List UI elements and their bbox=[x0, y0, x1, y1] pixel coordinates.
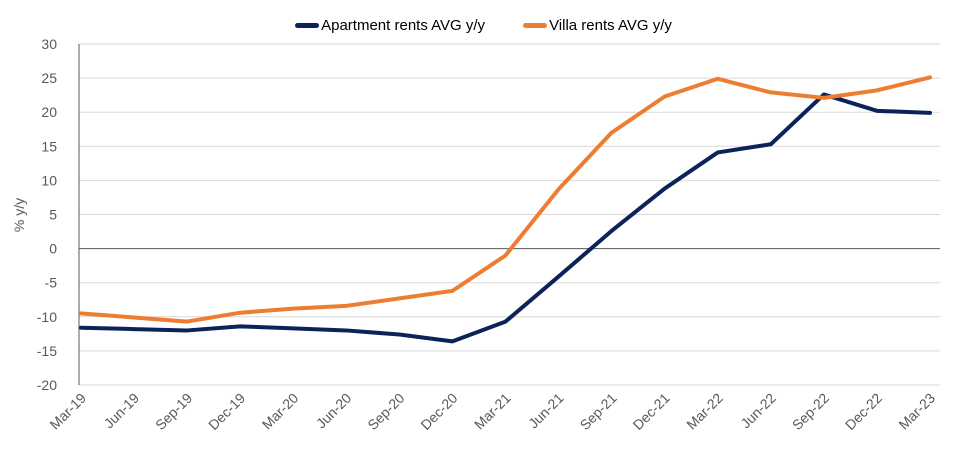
x-tick-label: Jun-21 bbox=[525, 390, 567, 432]
x-tick-label: Mar-22 bbox=[683, 390, 726, 433]
y-axis-label: % y/y bbox=[11, 198, 27, 232]
x-tick-label: Dec-22 bbox=[842, 390, 885, 433]
y-tick-label: 25 bbox=[41, 70, 57, 86]
legend: Apartment rents AVG y/y Villa rents AVG … bbox=[0, 17, 967, 34]
x-tick-label: Jun-20 bbox=[313, 390, 355, 432]
y-tick-label: -5 bbox=[45, 275, 58, 291]
x-tick-label: Jun-19 bbox=[101, 390, 143, 432]
series-line-apartment bbox=[79, 92, 932, 344]
y-tick-label: 0 bbox=[49, 241, 57, 257]
x-tick-label: Sep-19 bbox=[152, 390, 195, 433]
x-tick-label: Sep-21 bbox=[577, 390, 620, 433]
y-tick-label: 15 bbox=[41, 138, 57, 154]
series-line-villa bbox=[79, 75, 932, 324]
y-tick-label: 20 bbox=[41, 104, 57, 120]
x-tick-label: Dec-20 bbox=[417, 390, 460, 433]
y-tick-label: 10 bbox=[41, 172, 57, 188]
legend-item-villa: Villa rents AVG y/y bbox=[523, 17, 672, 34]
legend-label-apartment: Apartment rents AVG y/y bbox=[321, 17, 486, 34]
y-tick-label: -15 bbox=[37, 343, 57, 359]
y-tick-label: -20 bbox=[37, 377, 57, 393]
y-tick-label: 30 bbox=[41, 36, 57, 52]
x-tick-label: Sep-22 bbox=[789, 390, 832, 433]
legend-item-apartment: Apartment rents AVG y/y bbox=[295, 17, 485, 34]
x-tick-label: Mar-23 bbox=[895, 390, 938, 433]
x-tick-label: Sep-20 bbox=[364, 390, 407, 433]
x-tick-label: Dec-21 bbox=[630, 390, 673, 433]
legend-label-villa: Villa rents AVG y/y bbox=[549, 17, 672, 34]
x-tick-label: Mar-19 bbox=[46, 390, 89, 433]
x-tick-label: Mar-21 bbox=[471, 390, 514, 433]
x-tick-label: Dec-19 bbox=[205, 390, 248, 433]
x-tick-label: Mar-20 bbox=[259, 390, 302, 433]
y-tick-label: -10 bbox=[37, 309, 57, 325]
legend-swatch-apartment bbox=[295, 23, 320, 28]
legend-swatch-villa bbox=[523, 23, 548, 28]
y-tick-label: 5 bbox=[49, 207, 57, 223]
x-tick-label: Jun-22 bbox=[737, 390, 779, 432]
